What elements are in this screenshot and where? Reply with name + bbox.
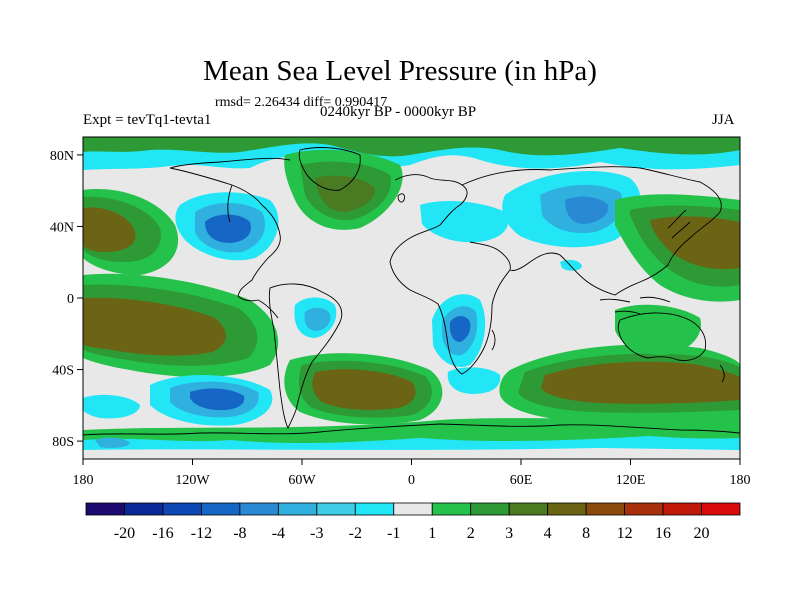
colorbar-label: -4	[272, 525, 285, 542]
south-indian-positive-max	[541, 361, 740, 404]
colorbar-label: -3	[310, 525, 323, 542]
north-america-negative-max	[205, 214, 251, 243]
colorbar-label: -8	[233, 525, 246, 542]
stats-label: rmsd= 2.26434 diff= 0.990417	[215, 95, 388, 110]
antarctic-low-spot	[95, 437, 130, 448]
lon-tick-label: 180	[730, 473, 751, 488]
north-atlantic-positive-max	[315, 175, 376, 212]
asia-negative-max	[565, 196, 609, 224]
north-america-coast	[169, 157, 291, 319]
experiment-label: Expt = tevTq1-tevta1	[83, 112, 212, 128]
south-pacific-negative-max	[190, 388, 245, 411]
longitude-axis: 180 120W 60W 0 60E 120E 180	[73, 459, 751, 488]
south-pacific-west-positive-max	[83, 297, 227, 356]
colorbar-label: 12	[617, 525, 633, 542]
colorbar-swatch	[624, 502, 664, 516]
lon-tick-label: 120W	[175, 473, 210, 488]
colorbar-label: 1	[428, 525, 436, 542]
new-zealand-coast	[719, 364, 725, 383]
arctic-positive-band	[83, 137, 740, 157]
colorbar-label: 4	[544, 525, 552, 542]
colorbar-swatch	[239, 502, 279, 516]
colorbar-swatch	[162, 502, 202, 516]
colorbar-label: -12	[191, 525, 212, 542]
colorbar-label: 16	[655, 525, 671, 542]
chart-title: Mean Sea Level Pressure (in hPa)	[203, 55, 597, 87]
colorbar-swatch	[585, 502, 625, 516]
japan-coast	[667, 209, 691, 239]
colorbar-swatch	[393, 502, 433, 516]
colorbar-label: 8	[582, 525, 590, 542]
nw-pacific-positive-max	[650, 216, 740, 270]
indonesia-coast	[599, 296, 671, 315]
period-label: 0240kyr BP - 0000kyr BP	[320, 104, 477, 120]
south-atlantic-positive-max	[312, 369, 416, 410]
lat-tick-label: 80S	[52, 435, 74, 450]
colorbar-swatch	[354, 502, 395, 516]
lon-tick-label: 180	[73, 473, 94, 488]
lon-tick-label: 120E	[616, 473, 646, 488]
colorbar-label: -20	[114, 525, 135, 542]
south-atlantic-negative-spot	[447, 367, 501, 394]
colorbar-label: 2	[467, 525, 475, 542]
pressure-field	[83, 137, 740, 459]
antarctica-coast	[83, 423, 740, 436]
south-america-negative-core	[304, 307, 331, 331]
antarctic-neutral	[83, 448, 740, 459]
uk-coast	[397, 193, 405, 203]
colorbar-swatch	[85, 502, 125, 516]
colorbar-label: -2	[349, 525, 362, 542]
lat-tick-label: 0	[67, 292, 74, 307]
lon-tick-label: 60W	[288, 473, 316, 488]
colorbar-swatch	[316, 502, 356, 516]
colorbar-label: -1	[387, 525, 400, 542]
asia-coast	[461, 166, 722, 296]
colorbar-swatch	[124, 502, 164, 516]
colorbar-label: 3	[505, 525, 513, 542]
europe-negative	[420, 200, 509, 243]
lon-tick-label: 0	[408, 473, 415, 488]
australia-positive	[615, 304, 701, 356]
colorbar-swatch	[508, 502, 549, 516]
greenland-coast	[298, 147, 361, 191]
colorbar: -20 -16 -12 -8 -4 -3 -2 -1 1 2 3 4 8 12 16 20	[85, 502, 741, 542]
europe-africa-coast	[389, 174, 511, 375]
southern-africa-negative-max	[449, 316, 471, 342]
colorbar-swatch	[701, 502, 741, 516]
colorbar-swatch	[431, 502, 472, 516]
coastlines	[83, 147, 740, 436]
lat-tick-label: 40N	[50, 220, 74, 235]
far-south-pacific-negative	[83, 394, 140, 419]
lat-tick-label: 80N	[50, 149, 74, 164]
lon-tick-label: 60E	[510, 473, 533, 488]
colorbar-swatch	[470, 502, 510, 516]
colorbar-swatch	[201, 502, 241, 516]
south-america-coast	[268, 283, 343, 430]
colorbar-swatch	[547, 502, 587, 516]
madagascar-coast	[491, 329, 496, 351]
north-pacific-positive-max	[83, 207, 136, 252]
season-label: JJA	[712, 112, 735, 128]
lat-tick-label: 40S	[52, 364, 74, 379]
colorbar-label: -16	[152, 525, 173, 542]
colorbar-swatch	[662, 502, 702, 516]
colorbar-swatch	[277, 502, 318, 516]
colorbar-label: 20	[694, 525, 710, 542]
latitude-axis: 80N 40N 0 40S 80S	[50, 149, 83, 450]
east-asia-negative-spot	[560, 259, 582, 271]
australia-coast	[617, 312, 707, 361]
